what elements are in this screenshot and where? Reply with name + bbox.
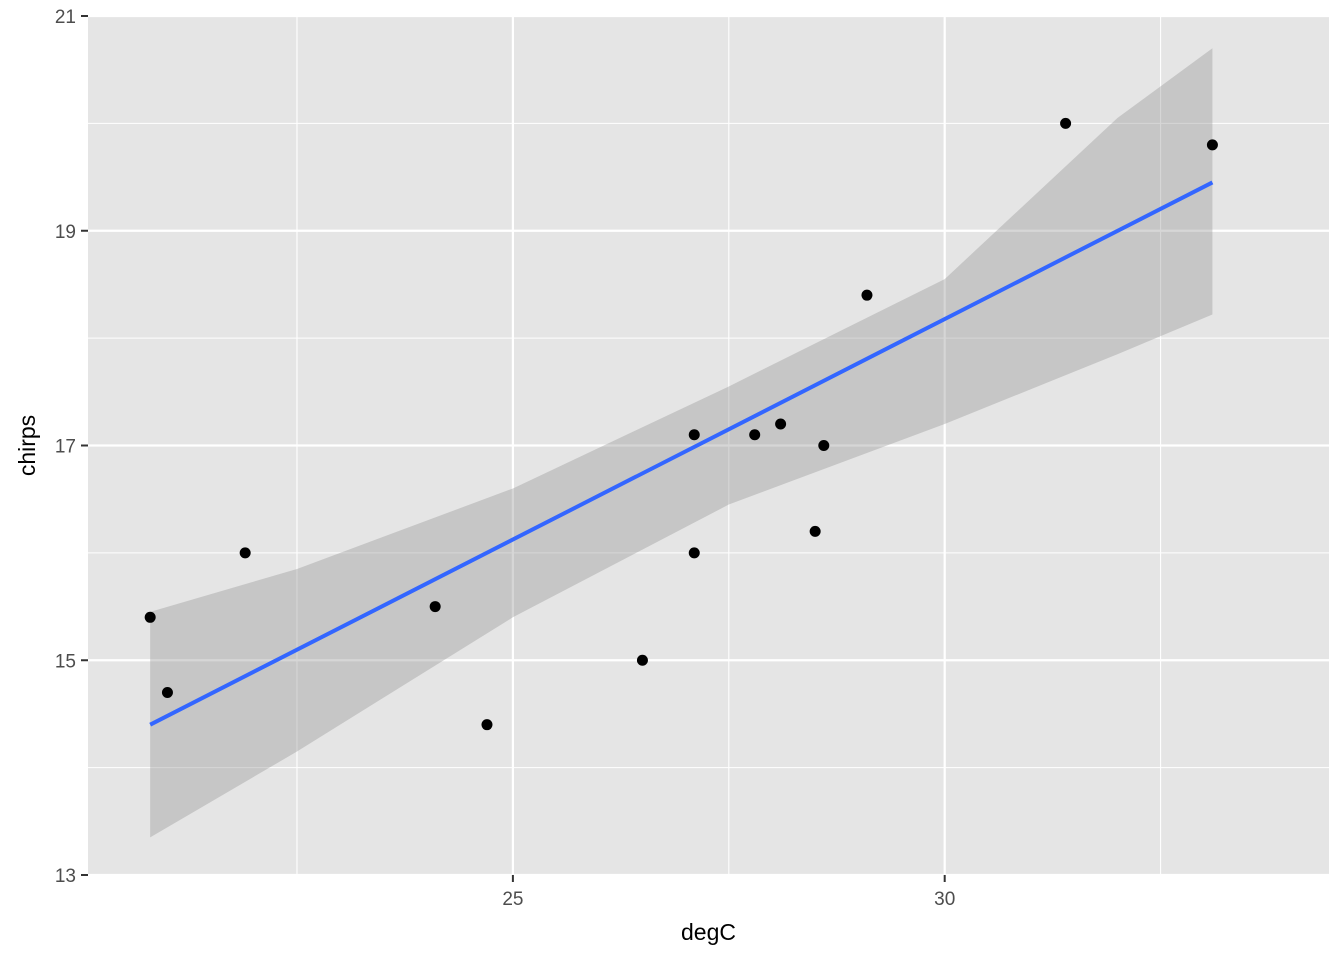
- data-point: [749, 429, 761, 441]
- y-tick-label: 19: [55, 222, 76, 243]
- confidence-band: [150, 48, 1213, 838]
- y-tick-label: 15: [55, 651, 76, 672]
- y-tick-label: 21: [55, 7, 76, 28]
- data-point: [481, 719, 493, 731]
- axes: 25 30 13 15 17 19 21: [55, 7, 955, 910]
- data-point: [818, 440, 830, 451]
- data-point: [161, 686, 173, 698]
- data-point: [429, 601, 441, 613]
- data-point: [861, 289, 873, 301]
- major-gridlines: [88, 14, 1329, 877]
- data-points: [144, 117, 1218, 731]
- data-point: [688, 429, 700, 441]
- data-point: [688, 547, 700, 559]
- y-tick-label: 17: [55, 437, 76, 458]
- data-point: [775, 418, 787, 430]
- data-point: [1206, 139, 1218, 151]
- data-point: [239, 547, 251, 559]
- data-point: [809, 525, 821, 537]
- y-tick-label: 13: [55, 866, 76, 887]
- regression-line: [149, 180, 1214, 727]
- data-point: [1060, 117, 1072, 129]
- data-point: [636, 654, 648, 666]
- y-axis-title: chirps: [14, 415, 40, 476]
- x-tick-label: 30: [934, 889, 955, 910]
- data-point: [144, 611, 156, 623]
- x-tick-label: 25: [502, 889, 523, 910]
- x-axis-title: degC: [681, 919, 736, 945]
